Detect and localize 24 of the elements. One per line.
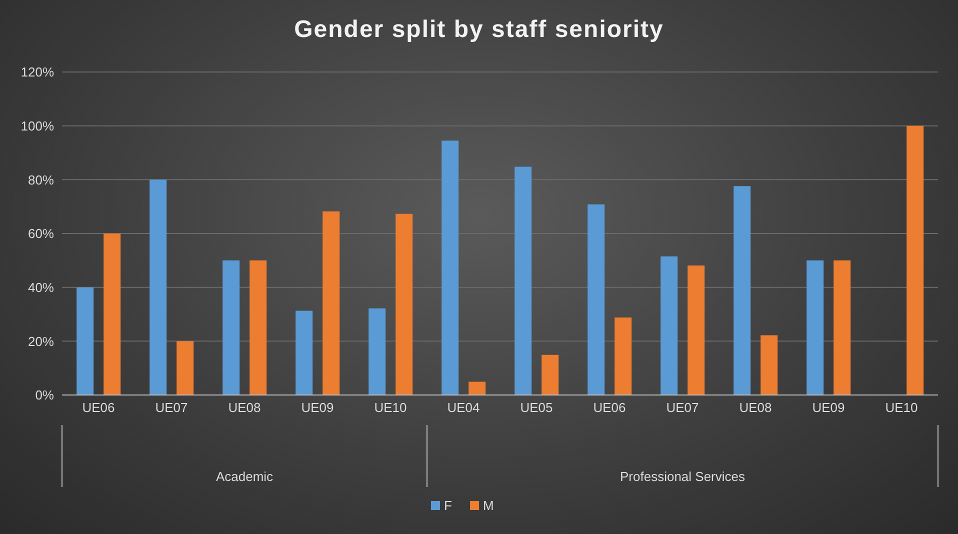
x-tick-label: UE10 [885,400,918,416]
y-tick-label: 60% [28,226,54,242]
x-tick-label: UE10 [374,400,407,416]
x-tick-label: UE09 [812,400,845,416]
x-tick-label: UE05 [520,400,553,416]
legend-label: M [483,498,494,513]
x-tick-label: UE06 [82,400,115,416]
x-tick-label: UE08 [739,400,772,416]
legend-label: F [444,498,452,513]
x-tick-label: UE08 [228,400,261,416]
y-tick-label: 80% [28,172,54,188]
text: Academic [216,469,274,484]
y-tick-label: 0% [35,388,54,403]
chart-title: Gender split by staff seniority [293,16,665,44]
x-tick-label: UE04 [447,400,480,416]
y-tick-label: 20% [28,334,54,349]
text: Professional Services [620,469,746,484]
x-tick-label: UE09 [301,400,334,416]
x-tick-label: UE06 [593,400,626,416]
y-tick-label: 120% [20,64,54,80]
y-tick-label: 40% [28,280,54,295]
x-tick-label: UE07 [155,400,188,416]
x-tick-label: UE07 [666,400,699,416]
y-tick-label: 100% [20,118,54,134]
